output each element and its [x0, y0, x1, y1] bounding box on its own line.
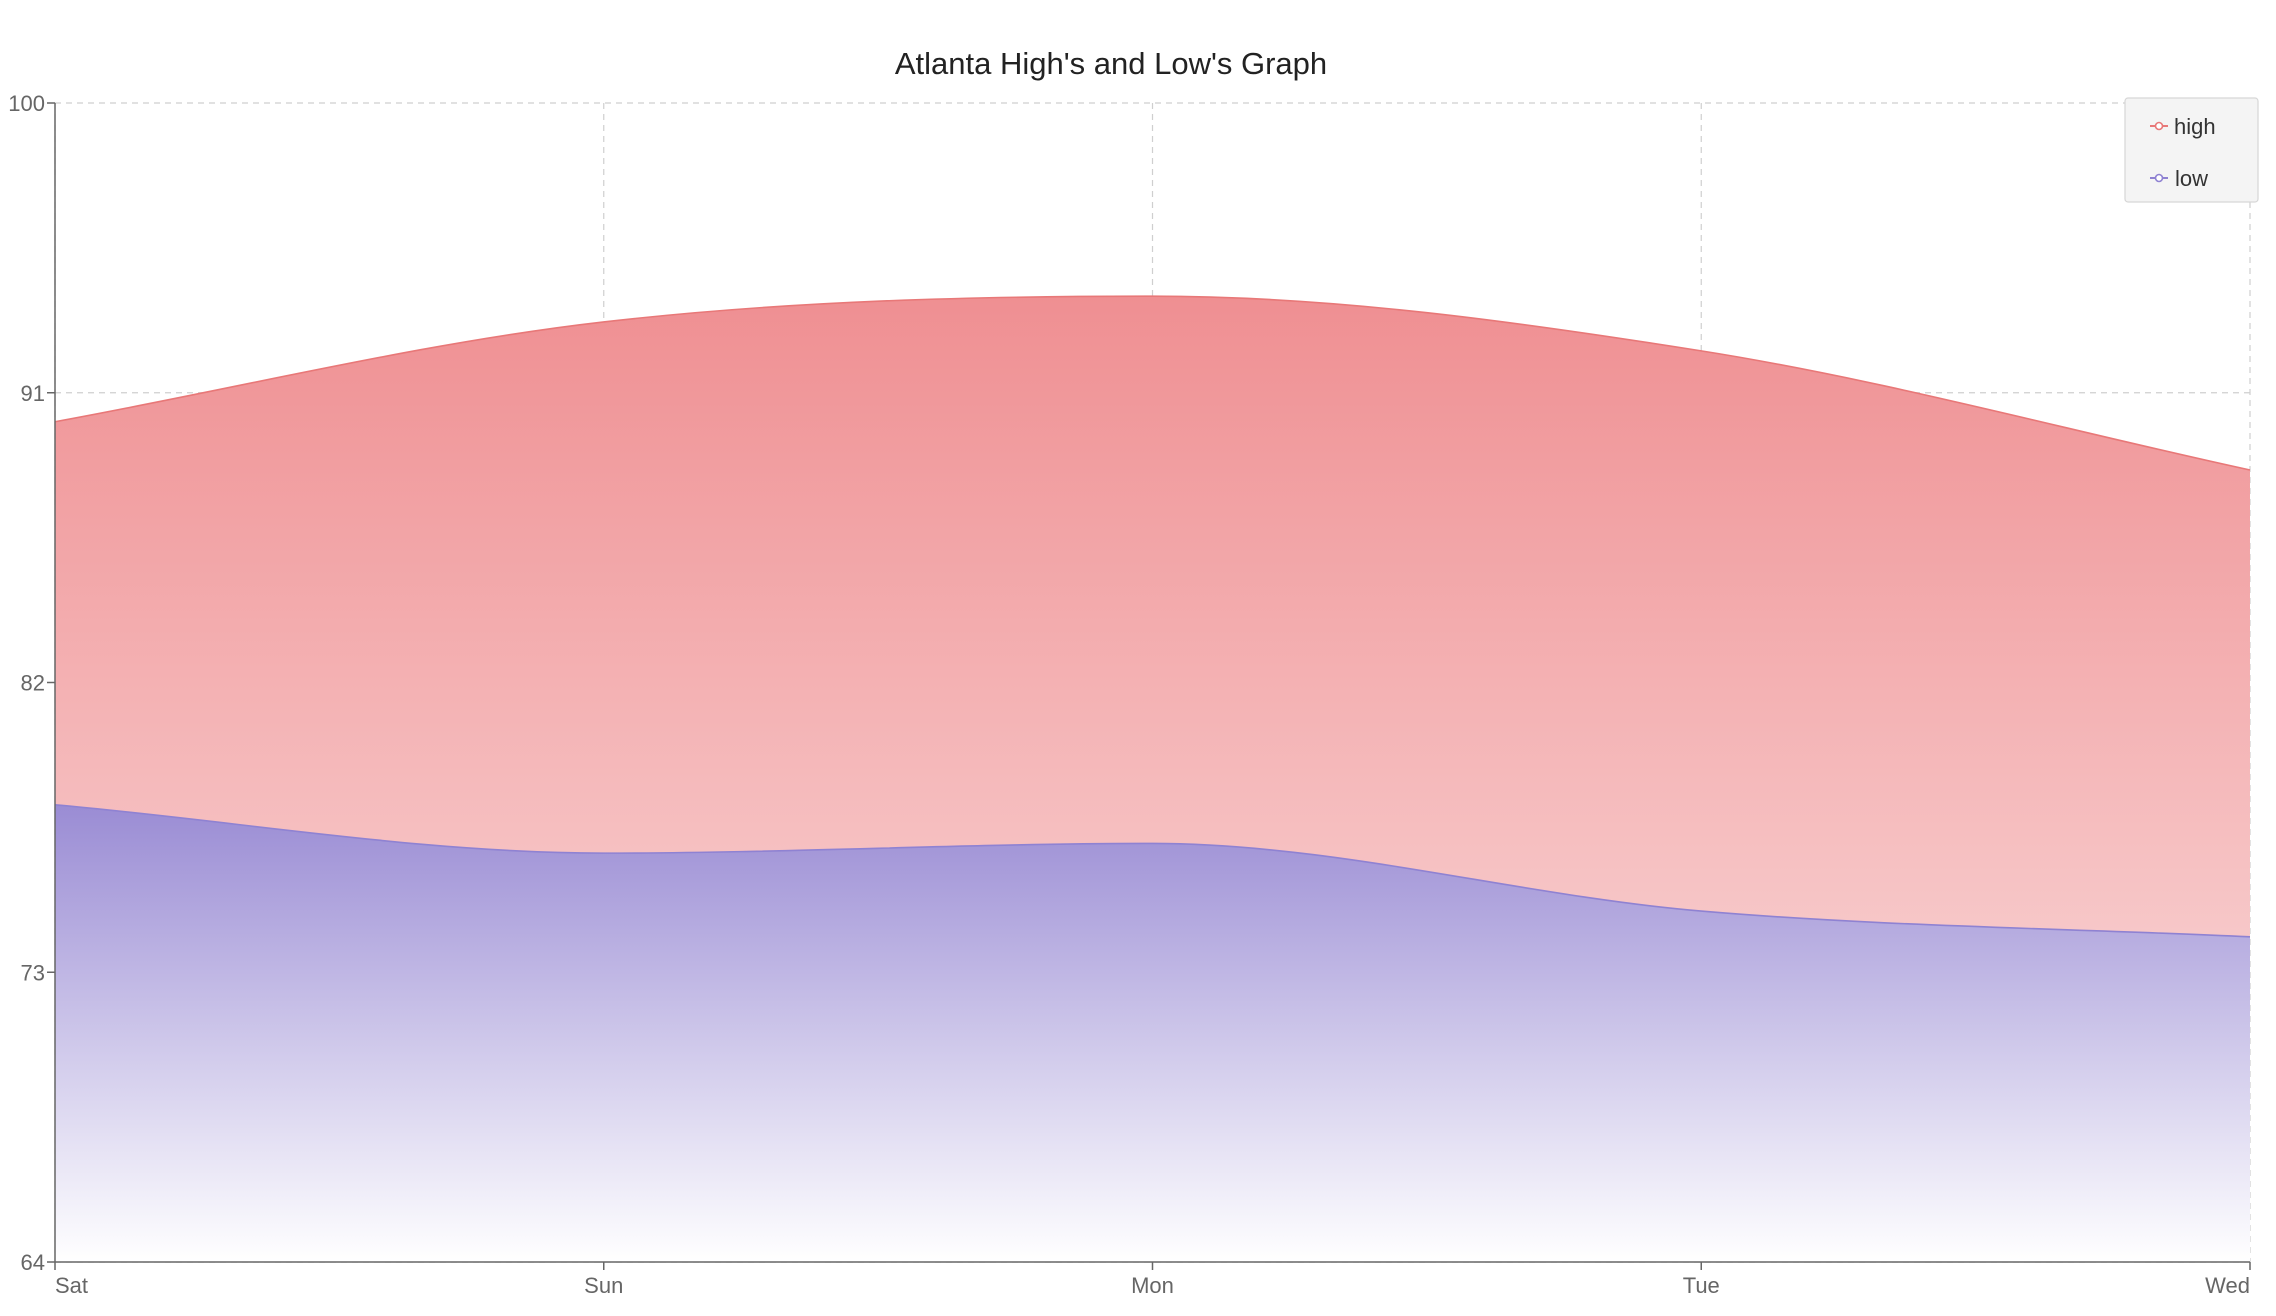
- area-low: [55, 804, 2250, 1262]
- legend-item-low[interactable]: low: [2150, 166, 2208, 191]
- x-tick-label: Sun: [584, 1273, 623, 1298]
- plot-area: [54, 295, 2251, 1263]
- x-tick-label: Tue: [1683, 1273, 1720, 1298]
- y-tick-label: 82: [21, 671, 45, 696]
- x-tick-label: Sat: [55, 1273, 88, 1298]
- y-tick-label: 91: [21, 381, 45, 406]
- axes: 64 73 82 91 100 Sat Sun Mon Tue Wed: [8, 91, 2251, 1298]
- legend[interactable]: high low: [2124, 97, 2259, 203]
- legend-label: high: [2174, 114, 2216, 139]
- legend-label: low: [2175, 166, 2208, 191]
- line-high: [54, 295, 2251, 471]
- x-tick-label: Wed: [2205, 1273, 2250, 1298]
- line-low: [54, 804, 2251, 938]
- y-tick-label: 64: [21, 1250, 45, 1275]
- y-tick-label: 73: [21, 960, 45, 985]
- x-tick-label: Mon: [1131, 1273, 1174, 1298]
- legend-marker-dot: [2154, 121, 2164, 131]
- legend-marker-dot: [2154, 173, 2164, 183]
- y-tick-label: 100: [8, 91, 45, 116]
- legend-item-high[interactable]: high: [2150, 114, 2216, 139]
- chart-title: Atlanta High's and Low's Graph: [894, 46, 1328, 81]
